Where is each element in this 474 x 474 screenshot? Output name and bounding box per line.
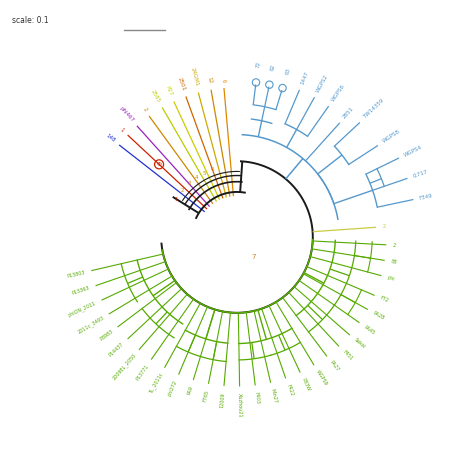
Text: PA28: PA28 xyxy=(372,310,385,320)
Text: phi272: phi272 xyxy=(167,379,179,397)
Text: P13363: P13363 xyxy=(72,285,91,296)
Text: F765: F765 xyxy=(202,389,210,402)
Text: phiON_2011: phiON_2011 xyxy=(67,300,97,318)
Text: 63: 63 xyxy=(284,67,291,75)
Text: 2: 2 xyxy=(180,188,184,193)
Text: 2: 2 xyxy=(392,243,396,248)
Text: F72: F72 xyxy=(379,295,390,304)
Text: PA27: PA27 xyxy=(328,360,340,373)
Text: F403: F403 xyxy=(254,391,260,404)
Text: 1: 1 xyxy=(174,197,178,201)
Text: 2011c_3493: 2011c_3493 xyxy=(76,315,105,335)
Text: 6: 6 xyxy=(220,78,226,82)
Text: Φ: Φ xyxy=(156,162,162,167)
Text: 7: 7 xyxy=(251,255,255,261)
Text: P14437: P14437 xyxy=(108,341,125,358)
Text: PA45: PA45 xyxy=(363,324,376,336)
Text: P8983: P8983 xyxy=(99,328,114,342)
Text: 1: 1 xyxy=(119,127,125,133)
Text: P83W: P83W xyxy=(301,377,311,392)
Text: 12: 12 xyxy=(206,76,212,84)
Text: WGPS6: WGPS6 xyxy=(330,83,346,102)
Text: 2851: 2851 xyxy=(342,106,355,120)
Text: 3: 3 xyxy=(187,181,191,186)
Text: P13803: P13803 xyxy=(67,270,86,279)
Text: WGPS4: WGPS4 xyxy=(403,144,424,157)
Text: Sakai: Sakai xyxy=(353,337,366,350)
Text: P27: P27 xyxy=(164,85,173,97)
Text: PA9: PA9 xyxy=(186,385,194,395)
Text: TW14359: TW14359 xyxy=(363,99,385,120)
Text: 2: 2 xyxy=(141,107,147,112)
Text: 88: 88 xyxy=(391,259,397,265)
Text: Min27: Min27 xyxy=(270,388,278,404)
Text: 1447: 1447 xyxy=(300,70,310,85)
Text: i1717: i1717 xyxy=(412,169,429,179)
Text: Xuzhou21: Xuzhou21 xyxy=(237,392,243,417)
Text: 2501: 2501 xyxy=(177,77,186,91)
Text: 12009: 12009 xyxy=(219,392,226,408)
Text: F451: F451 xyxy=(341,349,353,362)
Text: 148: 148 xyxy=(104,133,116,143)
Text: F349: F349 xyxy=(419,193,433,201)
Text: 5: 5 xyxy=(203,171,206,175)
Text: F422: F422 xyxy=(285,383,294,397)
Text: scale: 0.1: scale: 0.1 xyxy=(12,16,48,25)
Text: WGPS8: WGPS8 xyxy=(382,129,401,144)
Text: phi: phi xyxy=(387,275,395,282)
Text: 6: 6 xyxy=(211,167,214,172)
Text: 62: 62 xyxy=(270,64,276,71)
Text: 2585: 2585 xyxy=(150,89,161,103)
Text: P13771: P13771 xyxy=(135,363,150,381)
Text: WGPS2: WGPS2 xyxy=(315,73,329,93)
Text: 24GM1: 24GM1 xyxy=(189,67,199,87)
Text: phi467: phi467 xyxy=(118,106,135,123)
Text: 72: 72 xyxy=(255,61,261,69)
Text: 2009EL_2050: 2009EL_2050 xyxy=(111,353,137,382)
Text: WGPS9: WGPS9 xyxy=(315,369,328,387)
Text: TL_2011c: TL_2011c xyxy=(148,372,164,395)
Text: 4: 4 xyxy=(195,175,199,180)
Text: 2: 2 xyxy=(382,224,386,229)
